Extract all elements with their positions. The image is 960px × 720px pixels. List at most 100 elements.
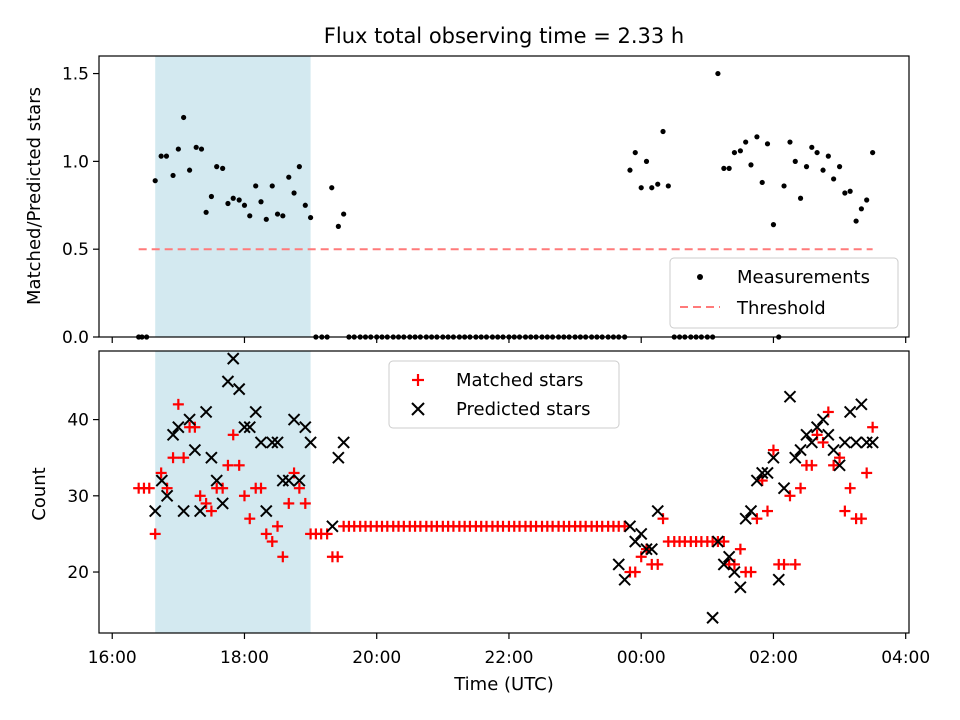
- measurement-point: [335, 223, 341, 229]
- matched-star-point: [227, 429, 239, 441]
- predicted-star-point: [282, 474, 295, 487]
- measurement-point: [638, 185, 644, 191]
- predicted-star-point: [199, 405, 213, 419]
- predicted-stars-legend-label: Predicted stars: [456, 399, 590, 420]
- predicted-star-point: [210, 474, 223, 487]
- matched-star-point: [194, 490, 206, 502]
- matched-star-point: [155, 467, 167, 479]
- matched-stars-legend-marker: [412, 374, 424, 386]
- predicted-star-point: [634, 527, 648, 541]
- measurement-point: [665, 183, 671, 189]
- x-tick-label: 18:00: [220, 648, 269, 668]
- predicted-star-point: [827, 443, 840, 457]
- predicted-star-point: [860, 436, 873, 449]
- matched-star-point: [822, 406, 834, 418]
- measurement-point: [781, 183, 787, 189]
- measurement-point: [214, 164, 220, 170]
- measurement-point: [158, 153, 164, 159]
- predicted-star-point: [767, 451, 780, 464]
- predicted-star-point: [833, 459, 846, 472]
- predicted-star-point: [266, 436, 279, 449]
- count-panel: 20 30 40 16:00 18:00 20:00 22:00 00:00 02:00 04:…: [29, 350, 930, 695]
- predicted-star-point: [238, 421, 251, 434]
- predicted-stars-series: [148, 352, 879, 624]
- measurement-point: [236, 197, 242, 203]
- count-y-ticks: 20 30 40: [67, 411, 99, 583]
- predicted-star-point: [249, 405, 262, 419]
- x-tick-label: 20:00: [352, 648, 401, 668]
- matched-star-point: [778, 558, 790, 570]
- measurement-point: [296, 164, 302, 170]
- matched-star-point: [839, 505, 851, 517]
- predicted-star-point: [172, 421, 185, 434]
- ratio-panel: 0.0 0.5 1.0 1.5 Flux total observing time =…: [24, 24, 910, 348]
- predicted-star-point: [293, 474, 306, 487]
- measurement-point: [247, 213, 253, 219]
- matched-star-point: [167, 452, 179, 464]
- predicted-star-point: [816, 413, 830, 426]
- measurement-point: [302, 202, 308, 208]
- matched-star-point: [178, 452, 190, 464]
- predicted-star-point: [227, 352, 240, 365]
- measurement-point: [731, 149, 738, 156]
- predicted-star-point: [304, 436, 317, 449]
- matched-star-point: [767, 444, 779, 456]
- count-x-ticks: 16:00 18:00 20:00 22:00 00:00 02:00 04:00: [88, 633, 930, 668]
- predicted-star-point: [777, 481, 791, 495]
- measurement-point: [269, 183, 275, 189]
- ratio-y-tick-label: 0.5: [62, 240, 89, 260]
- matched-star-point: [293, 482, 305, 494]
- predicted-star-point: [332, 451, 345, 464]
- predicted-star-point: [822, 428, 835, 442]
- matched-star-point: [861, 467, 873, 479]
- matched-star-point: [657, 513, 669, 525]
- count-y-tick-label: 30: [67, 487, 89, 507]
- measurement-point: [721, 165, 727, 171]
- predicted-star-point: [618, 573, 631, 586]
- predicted-star-point: [221, 375, 235, 388]
- x-tick-label: 02:00: [749, 648, 798, 668]
- matched-star-point: [222, 459, 234, 471]
- predicted-star-point: [612, 558, 625, 571]
- count-legend-box: [388, 360, 620, 429]
- matched-star-point: [828, 459, 840, 471]
- measurement-point: [715, 70, 721, 77]
- measurement-point: [754, 134, 760, 140]
- measurement-point: [274, 211, 281, 217]
- predicted-star-point: [810, 421, 824, 434]
- measurement-point: [787, 139, 793, 145]
- matched-star-point: [321, 528, 333, 540]
- predicted-star-point: [849, 436, 863, 449]
- measurement-point: [820, 167, 826, 173]
- measurement-point: [253, 183, 259, 189]
- measurement-point: [163, 153, 170, 159]
- predicted-star-point: [772, 573, 785, 586]
- predicted-star-point: [299, 421, 312, 434]
- predicted-star-point: [855, 398, 868, 411]
- matched-star-point: [244, 513, 256, 525]
- predicted-star-point: [177, 504, 190, 518]
- predicted-stars-legend-marker: [411, 402, 425, 416]
- measurement-point: [627, 167, 633, 173]
- measurement-point: [241, 202, 248, 208]
- predicted-star-point: [337, 436, 350, 449]
- measurement-point: [175, 146, 181, 152]
- measurements-legend-marker: [697, 274, 703, 280]
- matched-star-point: [867, 421, 879, 433]
- measurement-point: [649, 185, 655, 191]
- measurement-point: [726, 165, 732, 171]
- predicted-star-point: [160, 489, 174, 503]
- predicted-star-point: [166, 428, 180, 442]
- measurement-point: [764, 141, 771, 147]
- matched-star-point: [233, 459, 245, 471]
- measurement-point: [186, 167, 193, 173]
- matched-star-point: [629, 566, 641, 578]
- measurement-point: [198, 146, 205, 152]
- matched-star-point: [332, 551, 344, 563]
- matched-star-point: [283, 497, 295, 509]
- predicted-star-point: [232, 382, 246, 396]
- predicted-star-point: [761, 466, 774, 480]
- predicted-star-point: [188, 443, 202, 457]
- matched-star-point: [619, 520, 631, 532]
- ratio-y-tick-label: 0.0: [62, 328, 89, 348]
